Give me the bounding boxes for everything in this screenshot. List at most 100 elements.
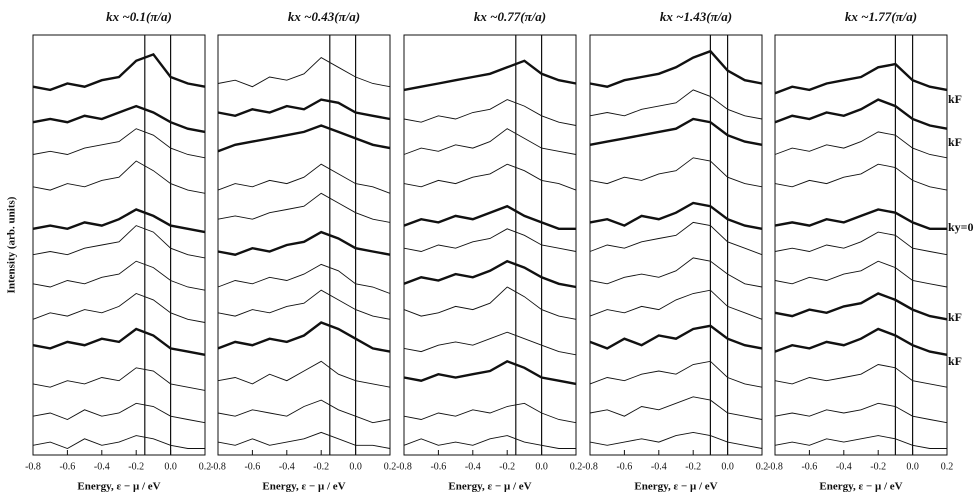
x-tick-label: 0.2 bbox=[941, 461, 954, 472]
spectrum-curve bbox=[589, 289, 763, 320]
x-tick-label: -0.4 bbox=[836, 461, 852, 472]
spectrum-curve bbox=[589, 396, 763, 420]
spectrum-curve bbox=[774, 98, 948, 130]
spectrum-curve bbox=[217, 431, 391, 449]
spectrum-curve bbox=[774, 131, 948, 159]
spectrum-curve bbox=[403, 228, 577, 252]
spectrum-curve bbox=[32, 402, 206, 424]
spectrum-curve bbox=[774, 260, 948, 288]
panel-frame bbox=[589, 34, 763, 456]
panel-title: kx ~1.77(π/a) bbox=[845, 9, 917, 24]
spectrum-curve bbox=[403, 128, 577, 155]
k-label: ky=0 bbox=[948, 220, 974, 234]
x-tick-label: 0.2 bbox=[384, 461, 397, 472]
spectrum-curve bbox=[217, 289, 391, 320]
spectrum-curve bbox=[589, 221, 763, 256]
spectrum-curve bbox=[774, 62, 948, 95]
panel-title: kx ~0.43(π/a) bbox=[288, 9, 360, 24]
x-tick-label: 0.0 bbox=[349, 461, 362, 472]
x-tick-label: -0.4 bbox=[465, 461, 481, 472]
spectrum-curve bbox=[217, 192, 391, 223]
spectrum-curve bbox=[217, 263, 391, 294]
x-axis-label: Energy, ε − μ / eV bbox=[448, 481, 531, 493]
spectrum-curve bbox=[403, 359, 577, 386]
panel-frame bbox=[403, 34, 577, 456]
spectrum-curve bbox=[589, 117, 763, 146]
spectrum-curve bbox=[403, 59, 577, 92]
spectrum-curve bbox=[774, 435, 947, 449]
spectrum-curve bbox=[32, 260, 206, 291]
x-axis-label: Energy, ε − μ / eV bbox=[819, 481, 902, 493]
x-tick-label: -0.6 bbox=[616, 461, 632, 472]
spectrum-curve bbox=[217, 124, 391, 153]
spectrum-curve bbox=[217, 399, 391, 424]
spectrum-curve bbox=[217, 360, 391, 388]
spectrum-curve bbox=[774, 231, 948, 256]
x-tick-label: -0.2 bbox=[870, 461, 886, 472]
spectrum-curve bbox=[774, 402, 948, 424]
spectrum-curve bbox=[403, 331, 577, 356]
spectrum-curve bbox=[403, 435, 576, 449]
spectrum-curve bbox=[217, 163, 391, 194]
x-tick-label: -0.8 bbox=[396, 461, 412, 472]
x-tick-label: -0.4 bbox=[651, 461, 667, 472]
x-axis-label: Energy, ε − μ / eV bbox=[634, 481, 717, 493]
spectrum-curve bbox=[32, 292, 206, 323]
x-tick-label: -0.8 bbox=[767, 461, 783, 472]
panel-frame bbox=[774, 34, 948, 456]
x-tick-label: -0.4 bbox=[279, 461, 295, 472]
spectrum-curve bbox=[589, 89, 763, 120]
spectrum-curve bbox=[403, 402, 577, 424]
x-axis-label: Energy, ε − μ / eV bbox=[77, 481, 160, 493]
spectrum-curve bbox=[589, 360, 763, 388]
panel-title: kx ~1.43(π/a) bbox=[660, 9, 732, 24]
panel-frame bbox=[32, 34, 206, 456]
spectrum-curve bbox=[32, 160, 206, 194]
k-label: kF bbox=[948, 92, 962, 106]
spectrum-curve bbox=[217, 230, 391, 256]
spectrum-curve bbox=[774, 327, 948, 356]
spectrum-curve bbox=[589, 324, 763, 350]
spectrum-curve bbox=[403, 163, 577, 191]
spectrum-curve bbox=[32, 208, 206, 234]
spectrum-curve bbox=[32, 128, 206, 159]
spectrum-curve bbox=[32, 104, 206, 134]
x-tick-label: -0.2 bbox=[313, 461, 329, 472]
spectrum-curve bbox=[774, 364, 948, 388]
x-tick-label: 0.2 bbox=[199, 461, 212, 472]
k-label: kF bbox=[948, 354, 962, 368]
y-axis-label: Intensity (arb. units) bbox=[6, 196, 18, 293]
x-tick-label: -0.8 bbox=[25, 461, 41, 472]
x-tick-label: 0.0 bbox=[535, 461, 548, 472]
x-tick-label: -0.6 bbox=[59, 461, 75, 472]
x-tick-label: -0.2 bbox=[499, 461, 515, 472]
x-tick-label: 0.0 bbox=[906, 461, 919, 472]
spectrum-curve bbox=[403, 259, 577, 289]
panel-title: kx ~0.1(π/a) bbox=[106, 9, 172, 24]
spectrum-curve bbox=[589, 431, 763, 449]
spectrum-curve bbox=[589, 201, 763, 230]
spectrum-curve bbox=[774, 292, 948, 321]
spectrum-curve bbox=[217, 321, 391, 353]
x-tick-label: -0.6 bbox=[430, 461, 446, 472]
x-tick-label: 0.2 bbox=[756, 461, 769, 472]
spectrum-curve bbox=[32, 327, 206, 356]
x-tick-label: -0.8 bbox=[210, 461, 226, 472]
x-tick-label: 0.0 bbox=[721, 461, 734, 472]
spectrum-curve bbox=[32, 435, 205, 449]
k-label: kF bbox=[948, 310, 962, 324]
spectrum-curve bbox=[774, 163, 948, 191]
x-tick-label: -0.2 bbox=[128, 461, 144, 472]
spectrum-curve bbox=[32, 367, 206, 391]
spectrum-curve bbox=[32, 225, 206, 259]
spectrum-curve bbox=[32, 52, 206, 92]
spectrum-curve bbox=[217, 57, 391, 88]
x-tick-label: -0.4 bbox=[94, 461, 110, 472]
k-label: kF bbox=[948, 135, 962, 149]
spectrum-curve bbox=[403, 286, 577, 320]
spectrum-curve bbox=[589, 49, 763, 88]
spectrum-curve bbox=[403, 99, 577, 126]
x-tick-label: -0.8 bbox=[582, 461, 598, 472]
x-tick-label: 0.2 bbox=[570, 461, 583, 472]
